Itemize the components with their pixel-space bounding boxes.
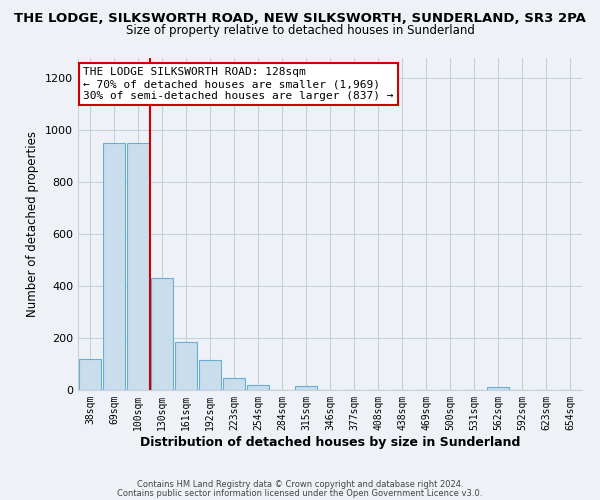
- Y-axis label: Number of detached properties: Number of detached properties: [26, 130, 40, 317]
- X-axis label: Distribution of detached houses by size in Sunderland: Distribution of detached houses by size …: [140, 436, 520, 448]
- Text: Contains HM Land Registry data © Crown copyright and database right 2024.: Contains HM Land Registry data © Crown c…: [137, 480, 463, 489]
- Bar: [127, 143, 149, 390]
- Bar: [247, 386, 269, 390]
- Bar: [199, 360, 221, 390]
- Bar: [79, 359, 101, 390]
- Bar: [151, 278, 173, 390]
- Text: THE LODGE, SILKSWORTH ROAD, NEW SILKSWORTH, SUNDERLAND, SR3 2PA: THE LODGE, SILKSWORTH ROAD, NEW SILKSWOR…: [14, 12, 586, 26]
- Text: THE LODGE SILKSWORTH ROAD: 128sqm
← 70% of detached houses are smaller (1,969)
3: THE LODGE SILKSWORTH ROAD: 128sqm ← 70% …: [83, 68, 394, 100]
- Bar: [223, 378, 245, 390]
- Text: Contains public sector information licensed under the Open Government Licence v3: Contains public sector information licen…: [118, 489, 482, 498]
- Bar: [103, 143, 125, 390]
- Bar: [487, 386, 509, 390]
- Bar: [295, 386, 317, 390]
- Text: Size of property relative to detached houses in Sunderland: Size of property relative to detached ho…: [125, 24, 475, 37]
- Bar: [175, 342, 197, 390]
